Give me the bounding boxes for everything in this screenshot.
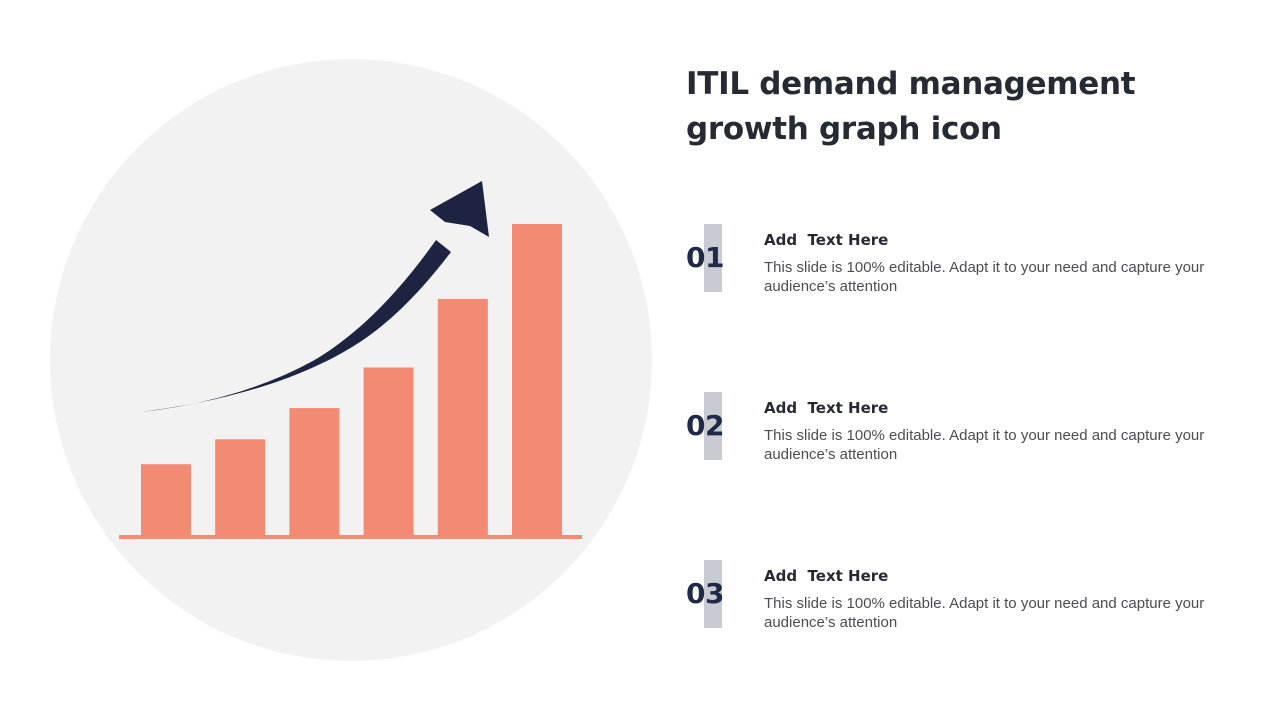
item-body: This slide is 100% editable. Adapt it to… — [764, 427, 1205, 463]
graph-bar — [363, 367, 414, 536]
item-number: 01 — [686, 241, 724, 274]
graph-bar — [141, 464, 191, 536]
graph-bar — [289, 408, 340, 536]
number-marker-bar — [704, 392, 722, 460]
item-body: This slide is 100% editable. Adapt it to… — [764, 595, 1205, 631]
list-item-1: 01 Add Text Here This slide is 100% edit… — [686, 224, 1246, 304]
item-body: This slide is 100% editable. Adapt it to… — [764, 259, 1205, 295]
list-item-3: 03 Add Text Here This slide is 100% edit… — [686, 560, 1246, 640]
graph-bar — [215, 439, 266, 536]
baseline — [119, 535, 582, 539]
graph-bar — [512, 224, 562, 536]
slide-title: ITIL demand management growth graph icon — [686, 66, 1136, 147]
number-marker-bar — [704, 224, 722, 292]
bars-group — [141, 224, 562, 536]
item-number: 03 — [686, 577, 724, 610]
item-heading: Add Text Here — [764, 567, 889, 585]
item-heading: Add Text Here — [764, 399, 889, 417]
item-number: 02 — [686, 409, 724, 442]
growth-graph-icon — [50, 59, 652, 661]
graph-bar — [437, 298, 488, 536]
number-marker-bar — [704, 560, 722, 628]
upward-arrow-icon — [142, 181, 489, 412]
item-heading: Add Text Here — [764, 231, 889, 249]
list-item-2: 02 Add Text Here This slide is 100% edit… — [686, 392, 1246, 472]
background-circle — [50, 59, 652, 661]
